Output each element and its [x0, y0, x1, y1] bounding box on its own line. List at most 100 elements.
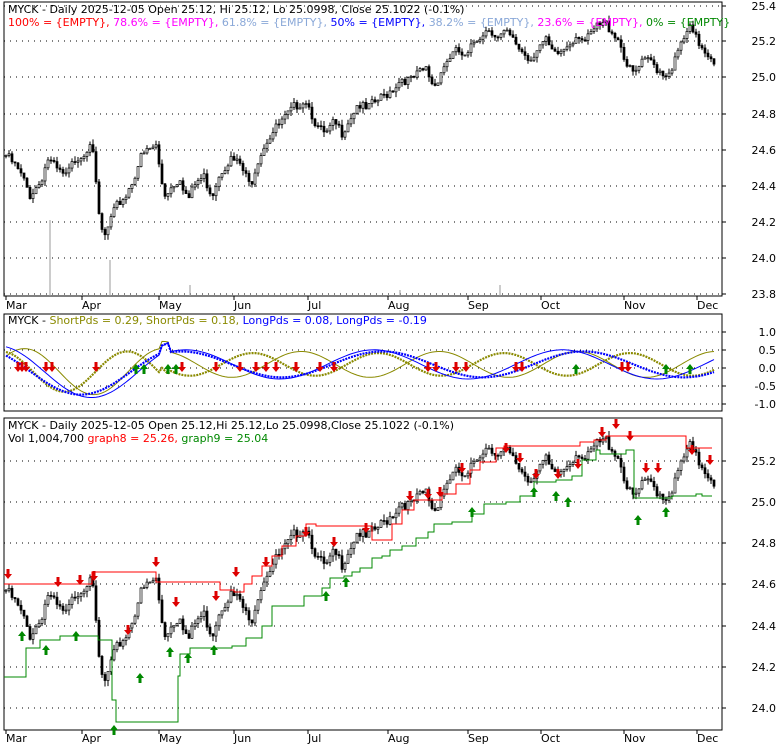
price-candle	[139, 153, 143, 167]
price-candle	[325, 130, 329, 133]
y-tick-label: 25.0	[752, 496, 777, 509]
price-candle	[439, 72, 443, 84]
price-candle	[538, 44, 542, 52]
price-candle	[466, 52, 470, 56]
signal-candle	[244, 607, 248, 611]
sell-signal-arrow	[76, 575, 84, 585]
price-candle	[196, 180, 200, 185]
x-tick-label: Jul	[307, 732, 321, 745]
signal-candle	[76, 596, 80, 599]
price-panel-title: MYCK - Daily 2025-12-05 Open 25.12, Hi 2…	[8, 3, 464, 16]
signal-candle	[322, 556, 326, 564]
buy-signal-arrow	[42, 645, 50, 655]
signal-candle	[196, 618, 200, 624]
price-candle	[592, 28, 596, 32]
legend-item: MYCK -	[8, 314, 46, 327]
price-candle	[373, 99, 377, 103]
signal-candle	[685, 448, 689, 458]
sell-signal-arrow	[330, 362, 338, 372]
signal-candle	[343, 562, 347, 570]
signal-candle	[673, 477, 677, 494]
signal-candle	[235, 593, 239, 597]
signal-candle	[346, 553, 350, 564]
sell-signal-arrow	[152, 557, 160, 567]
price-panel: 25.4 25.2 25.0 24.8 24.6 24.4 24.2 24.0 23.8 MYC…	[3, 0, 776, 301]
signal-candle	[652, 481, 656, 488]
signal-candle	[316, 555, 320, 558]
price-candle	[130, 184, 134, 189]
price-candle	[694, 31, 698, 35]
price-candle	[406, 77, 410, 86]
price-candle	[688, 24, 692, 32]
sell-signal-arrow	[626, 431, 634, 441]
price-candle	[394, 87, 398, 93]
price-candle	[559, 50, 563, 55]
price-candle	[97, 181, 101, 214]
signal-candle	[271, 563, 275, 572]
signal-candle	[193, 623, 197, 627]
price-candle	[121, 199, 125, 205]
price-candle	[580, 38, 584, 41]
signal-candle	[88, 577, 92, 587]
buy-signal-arrow	[210, 645, 218, 655]
price-candle	[85, 151, 89, 157]
price-candle	[553, 48, 557, 52]
signal-candle	[529, 481, 533, 484]
signal-candle	[682, 456, 686, 462]
signal-candle	[37, 623, 41, 628]
x-tick-label: Dec	[697, 299, 718, 312]
signal-candle	[523, 471, 527, 477]
price-candle	[682, 38, 686, 43]
price-candle	[298, 107, 302, 110]
signal-candle	[49, 595, 53, 597]
signal-candle	[67, 604, 71, 611]
price-candle	[520, 48, 524, 53]
sell-signal-arrow	[518, 362, 526, 372]
signal-candle	[616, 455, 620, 459]
price-candle	[436, 82, 440, 86]
legend-item: 100% = {EMPTY},	[8, 16, 110, 29]
signal-candle	[430, 500, 434, 509]
price-candle	[709, 56, 713, 60]
signal-candle	[619, 458, 623, 468]
signal-candle	[172, 625, 176, 628]
price-candle	[706, 52, 710, 58]
signal-candle	[349, 548, 353, 555]
x-tick-label: Apr	[82, 299, 102, 312]
price-candle	[649, 57, 653, 61]
signal-candle	[151, 580, 155, 583]
signal-candle	[10, 587, 14, 598]
price-candle	[454, 47, 458, 53]
buy-signal-arrow	[72, 631, 80, 641]
signal-candle	[463, 475, 467, 478]
signal-candle	[319, 555, 323, 558]
signal-candle	[16, 598, 20, 606]
buy-signal-arrow	[132, 364, 140, 374]
signal-candle	[175, 623, 179, 627]
sell-signal-arrow	[688, 445, 696, 455]
sell-signal-arrow	[436, 487, 444, 497]
signal-candle	[451, 471, 455, 481]
price-candle	[313, 118, 317, 127]
sell-signal-arrow	[516, 453, 524, 463]
price-candle	[280, 118, 284, 125]
price-candle	[607, 20, 611, 33]
price-candle	[697, 33, 701, 46]
signal-panel-frame	[3, 417, 723, 731]
sell-signal-arrow	[432, 362, 440, 372]
signal-candle	[124, 637, 128, 641]
price-candle	[154, 144, 158, 148]
x-tick-label: Apr	[82, 732, 102, 745]
price-candle	[202, 173, 206, 179]
price-candle	[637, 66, 641, 71]
signal-candle	[205, 610, 209, 628]
signal-candle	[223, 607, 227, 612]
price-candle	[622, 46, 626, 60]
price-candle	[73, 161, 77, 163]
signal-candle	[157, 577, 161, 601]
signal-candle	[559, 471, 563, 475]
signal-candle	[583, 458, 587, 460]
signal-candle	[550, 463, 554, 470]
price-candle	[211, 193, 215, 197]
buy-signal-arrow	[166, 647, 174, 657]
